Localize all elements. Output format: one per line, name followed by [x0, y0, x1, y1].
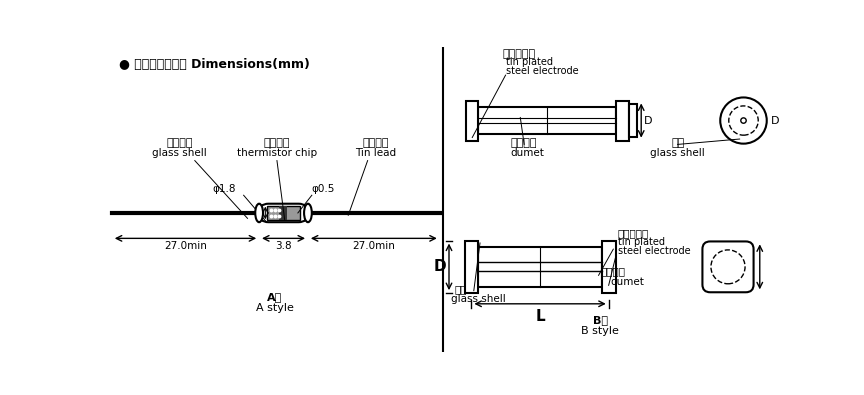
Text: glass shell: glass shell: [152, 148, 206, 158]
Text: 镀锡导线: 镀锡导线: [362, 138, 389, 148]
Text: B型: B型: [593, 315, 607, 325]
Text: D: D: [644, 116, 652, 126]
Text: 3.8: 3.8: [276, 241, 292, 251]
Circle shape: [721, 98, 766, 144]
Bar: [465, 241, 479, 293]
Text: 镀锡钙电极: 镀锡钙电极: [502, 49, 536, 58]
FancyBboxPatch shape: [259, 204, 308, 222]
Text: 27.0min: 27.0min: [353, 241, 395, 251]
Text: dumet: dumet: [511, 148, 544, 158]
Text: A型: A型: [267, 292, 283, 302]
Text: B style: B style: [581, 326, 619, 336]
Circle shape: [740, 118, 746, 123]
Text: 铜包镭丝: 铜包镭丝: [511, 138, 537, 148]
Text: A style: A style: [256, 303, 294, 313]
Bar: [466, 101, 479, 141]
Bar: [629, 103, 637, 137]
Text: 镀锡钙电极: 镀锡钙电极: [618, 228, 649, 238]
Text: D: D: [771, 116, 779, 126]
Text: 27.0min: 27.0min: [164, 241, 207, 251]
Circle shape: [728, 106, 759, 135]
Bar: [616, 101, 629, 141]
Bar: [479, 107, 616, 134]
Bar: [267, 206, 300, 220]
Bar: [479, 247, 601, 287]
Text: 玻壳: 玻壳: [454, 284, 467, 294]
Bar: [279, 206, 287, 220]
Bar: [601, 241, 616, 293]
FancyBboxPatch shape: [702, 241, 753, 292]
Text: tin plated: tin plated: [505, 57, 553, 67]
Text: glass shell: glass shell: [451, 294, 506, 304]
Text: Tin lead: Tin lead: [355, 148, 396, 158]
Text: steel electrode: steel electrode: [505, 66, 578, 75]
Circle shape: [711, 250, 745, 284]
Ellipse shape: [304, 204, 312, 222]
Text: glass shell: glass shell: [651, 148, 705, 158]
Text: φ0.5: φ0.5: [312, 184, 335, 194]
Text: 热敏芯片: 热敏芯片: [264, 138, 290, 148]
Text: ● 外形结构和尺寸 Dimensions(mm): ● 外形结构和尺寸 Dimensions(mm): [119, 58, 309, 71]
Text: φ1.8: φ1.8: [213, 184, 236, 194]
Text: 铜包镭丝: 铜包镭丝: [600, 267, 626, 276]
Text: tin plated: tin plated: [618, 237, 665, 247]
Text: 玻壳: 玻壳: [671, 138, 684, 148]
Text: 玻璃外壳: 玻璃外壳: [166, 138, 193, 148]
Text: L: L: [536, 309, 545, 324]
Ellipse shape: [255, 204, 263, 222]
Text: dumet: dumet: [610, 276, 644, 286]
Text: thermistor chip: thermistor chip: [237, 148, 317, 158]
Text: D: D: [434, 260, 446, 275]
Text: steel electrode: steel electrode: [618, 246, 690, 256]
